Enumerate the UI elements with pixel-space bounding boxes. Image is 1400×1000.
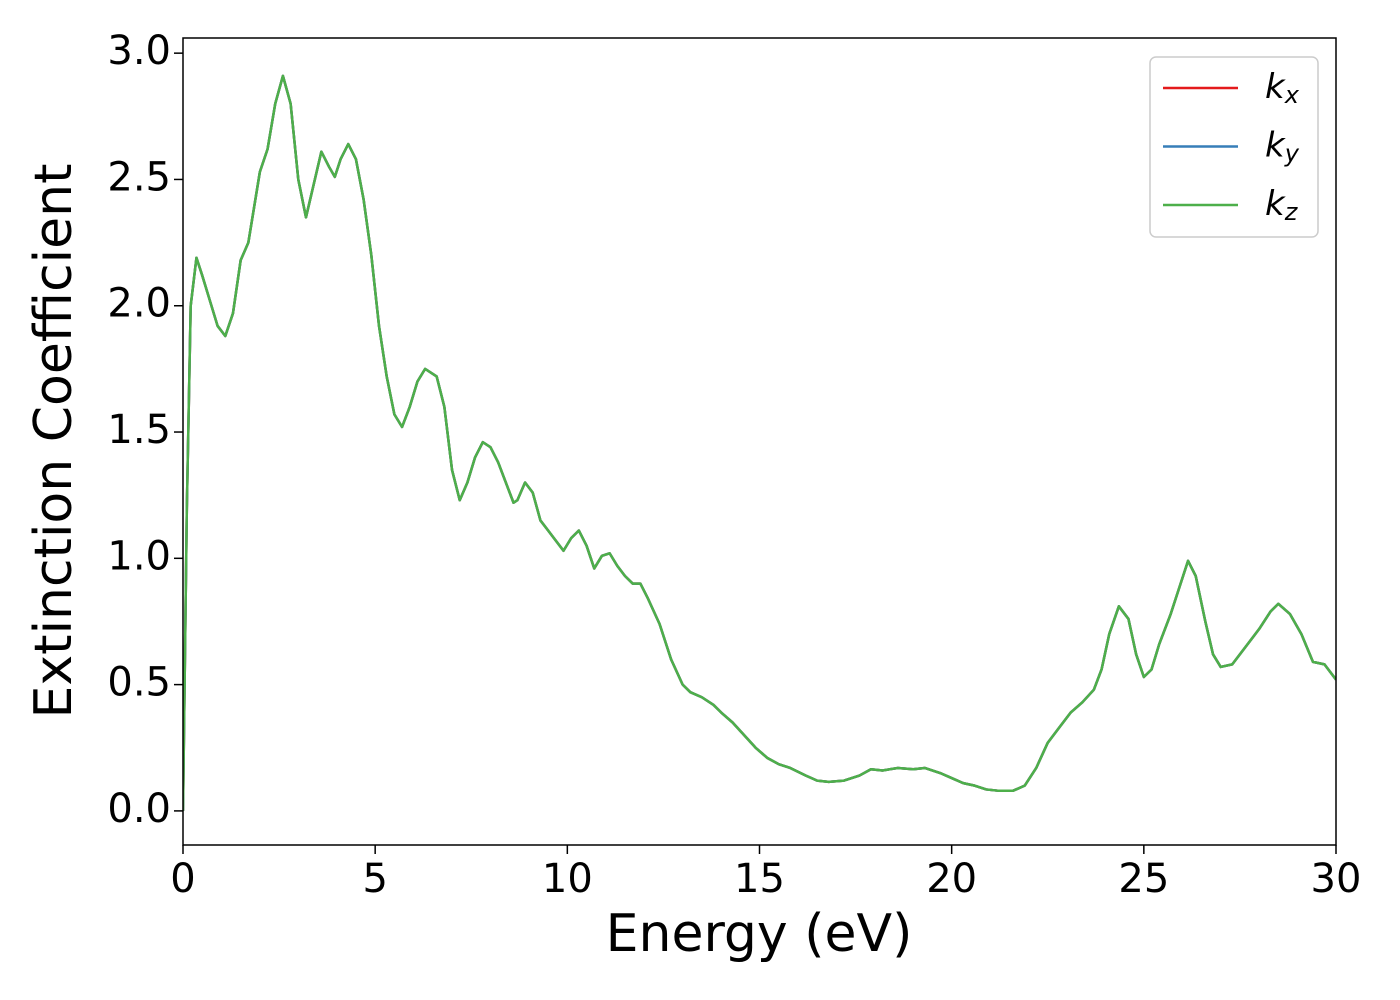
legend-label: kz — [1265, 184, 1299, 227]
x-tick-label: 10 — [542, 856, 593, 902]
x-tick-label: 5 — [362, 856, 387, 902]
y-tick-label: 0.5 — [107, 660, 171, 706]
y-tick-label: 0.0 — [107, 786, 171, 832]
y-tick-label: 1.5 — [107, 407, 171, 453]
x-tick-label: 25 — [1118, 856, 1169, 902]
plot-frame — [182, 37, 1337, 846]
legend-label: ky — [1265, 125, 1300, 168]
y-tick-label: 1.0 — [107, 533, 171, 579]
x-tick-label: 0 — [170, 856, 195, 902]
legend-label: kx — [1265, 67, 1300, 110]
y-tick-label: 3.0 — [107, 28, 171, 74]
series-line — [183, 74, 1336, 811]
x-tick-label: 15 — [734, 856, 785, 902]
y-axis-label: Extinction Coefficient — [24, 164, 84, 719]
y-tick-label: 2.5 — [107, 154, 171, 200]
x-axis-label: Energy (eV) — [606, 904, 913, 964]
x-tick-label: 20 — [926, 856, 977, 902]
x-tick-label: 30 — [1311, 856, 1362, 902]
y-tick-label: 2.0 — [107, 281, 171, 327]
